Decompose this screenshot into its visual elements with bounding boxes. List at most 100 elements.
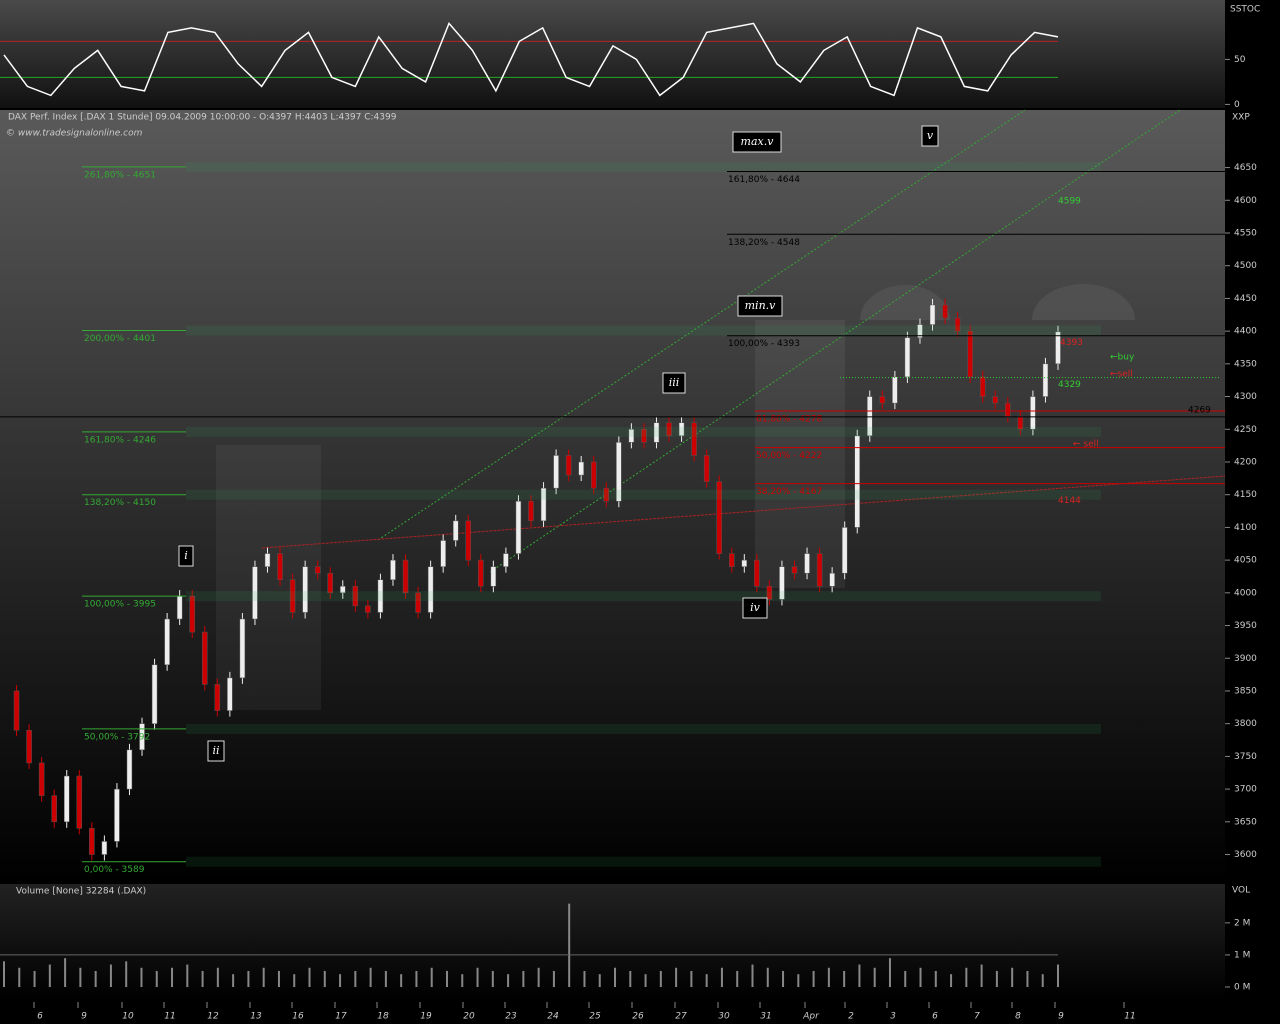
x-tick-label: 11 bbox=[1124, 1012, 1135, 1022]
volume-bar bbox=[995, 970, 998, 987]
candle bbox=[979, 376, 986, 397]
x-tick-label: 11 bbox=[164, 1012, 175, 1022]
volume-bar bbox=[33, 970, 36, 987]
y-tick-label: 4200 bbox=[1234, 457, 1257, 467]
fib-label: 138,20% - 4150 bbox=[84, 498, 156, 508]
y-tick-label: 3900 bbox=[1234, 654, 1257, 664]
candle bbox=[390, 559, 396, 580]
volume-bar bbox=[1026, 970, 1029, 987]
volume-bar bbox=[766, 967, 769, 987]
x-tick-label: 26 bbox=[632, 1012, 644, 1022]
x-tick-label: 13 bbox=[250, 1012, 262, 1022]
volume-bar bbox=[64, 958, 67, 987]
volume-bar bbox=[491, 970, 494, 987]
axis-area bbox=[1225, 0, 1280, 1024]
candle bbox=[653, 422, 660, 443]
candle bbox=[440, 540, 446, 567]
y-tick-label: 4450 bbox=[1234, 294, 1257, 304]
y-tick-label: 0 bbox=[1234, 100, 1240, 110]
candle bbox=[879, 396, 886, 404]
volume-bar bbox=[888, 958, 891, 987]
candle bbox=[766, 586, 773, 600]
wave-box bbox=[662, 372, 686, 394]
candle bbox=[628, 429, 635, 443]
fib-band bbox=[186, 161, 1101, 172]
wave-box bbox=[178, 545, 194, 567]
volume-bar bbox=[308, 967, 311, 987]
signal-label: ← sell bbox=[1073, 440, 1099, 450]
candle bbox=[227, 677, 233, 711]
y-tick-label: 3750 bbox=[1234, 752, 1257, 762]
trend-line bbox=[261, 475, 1226, 549]
volume-bar bbox=[430, 967, 433, 987]
wave-label: max.v bbox=[741, 135, 775, 148]
x-tick-label: 24 bbox=[547, 1012, 559, 1022]
fib-label: 200,00% - 4401 bbox=[84, 334, 156, 344]
wave-box bbox=[207, 740, 225, 762]
candle bbox=[992, 396, 999, 404]
x-tick-label: 8 bbox=[1015, 1012, 1021, 1022]
wave-box bbox=[742, 597, 768, 619]
candle bbox=[553, 455, 559, 489]
volume-bar bbox=[476, 967, 479, 987]
y-tick-label: 4600 bbox=[1234, 196, 1257, 206]
candle bbox=[252, 566, 258, 620]
signal-label: ←sell bbox=[1110, 370, 1133, 380]
fib-label: 161,80% - 4246 bbox=[84, 435, 156, 445]
fib-label: 161,80% - 4644 bbox=[728, 175, 800, 185]
volume-bar bbox=[186, 964, 189, 987]
candle bbox=[239, 618, 246, 679]
volume-bar bbox=[614, 967, 617, 987]
candle bbox=[264, 553, 271, 567]
fib-band bbox=[186, 325, 1101, 336]
volume-bar bbox=[598, 974, 601, 987]
wave-label: min.v bbox=[745, 299, 777, 312]
fib-label: 50,00% - 4222 bbox=[756, 451, 822, 461]
fib-label: 61,80% - 4278 bbox=[756, 414, 822, 424]
candle bbox=[1042, 363, 1049, 397]
y-tick-label: 0 M bbox=[1234, 983, 1250, 993]
volume-bar bbox=[705, 974, 708, 987]
volume-bar bbox=[675, 967, 678, 987]
x-tick-label: 10 bbox=[122, 1012, 134, 1022]
x-tick-label: 20 bbox=[463, 1012, 475, 1022]
candle bbox=[289, 579, 296, 613]
candle bbox=[942, 304, 948, 319]
volume-bar bbox=[965, 967, 968, 987]
volume-bar bbox=[659, 970, 662, 987]
candle bbox=[954, 317, 961, 332]
candle bbox=[867, 396, 873, 437]
stoch-line bbox=[3, 21, 1059, 97]
candle bbox=[314, 566, 321, 574]
candle bbox=[101, 841, 108, 855]
volume-bar bbox=[980, 964, 983, 987]
volume-bar bbox=[277, 970, 280, 987]
candle bbox=[816, 553, 823, 587]
volume-bar bbox=[293, 974, 296, 987]
candle bbox=[415, 592, 421, 613]
volume-bar bbox=[934, 970, 937, 987]
subtitle: © www.tradesignalonline.com bbox=[6, 129, 143, 139]
candle bbox=[402, 559, 409, 594]
candle bbox=[1055, 331, 1061, 365]
volume-bar bbox=[216, 967, 219, 987]
volume-bar bbox=[568, 903, 571, 987]
x-tick-label: 31 bbox=[760, 1012, 771, 1022]
level-label: 4144 bbox=[1058, 496, 1081, 506]
fib-label: 38,20% - 4167 bbox=[756, 487, 822, 497]
x-tick-label: 17 bbox=[335, 1012, 347, 1022]
wave-label: iv bbox=[750, 601, 761, 614]
candle bbox=[666, 422, 672, 437]
x-tick-label: 27 bbox=[675, 1012, 687, 1022]
candle bbox=[38, 762, 45, 796]
candle bbox=[277, 553, 283, 580]
volume-bar bbox=[797, 974, 800, 987]
candle bbox=[917, 324, 923, 338]
candle bbox=[340, 586, 346, 594]
fib-label: 100,00% - 3995 bbox=[84, 600, 156, 610]
candle bbox=[465, 520, 472, 561]
wave-box bbox=[732, 131, 782, 153]
volume-bar bbox=[873, 967, 876, 987]
x-tick-label: 3 bbox=[890, 1012, 896, 1022]
